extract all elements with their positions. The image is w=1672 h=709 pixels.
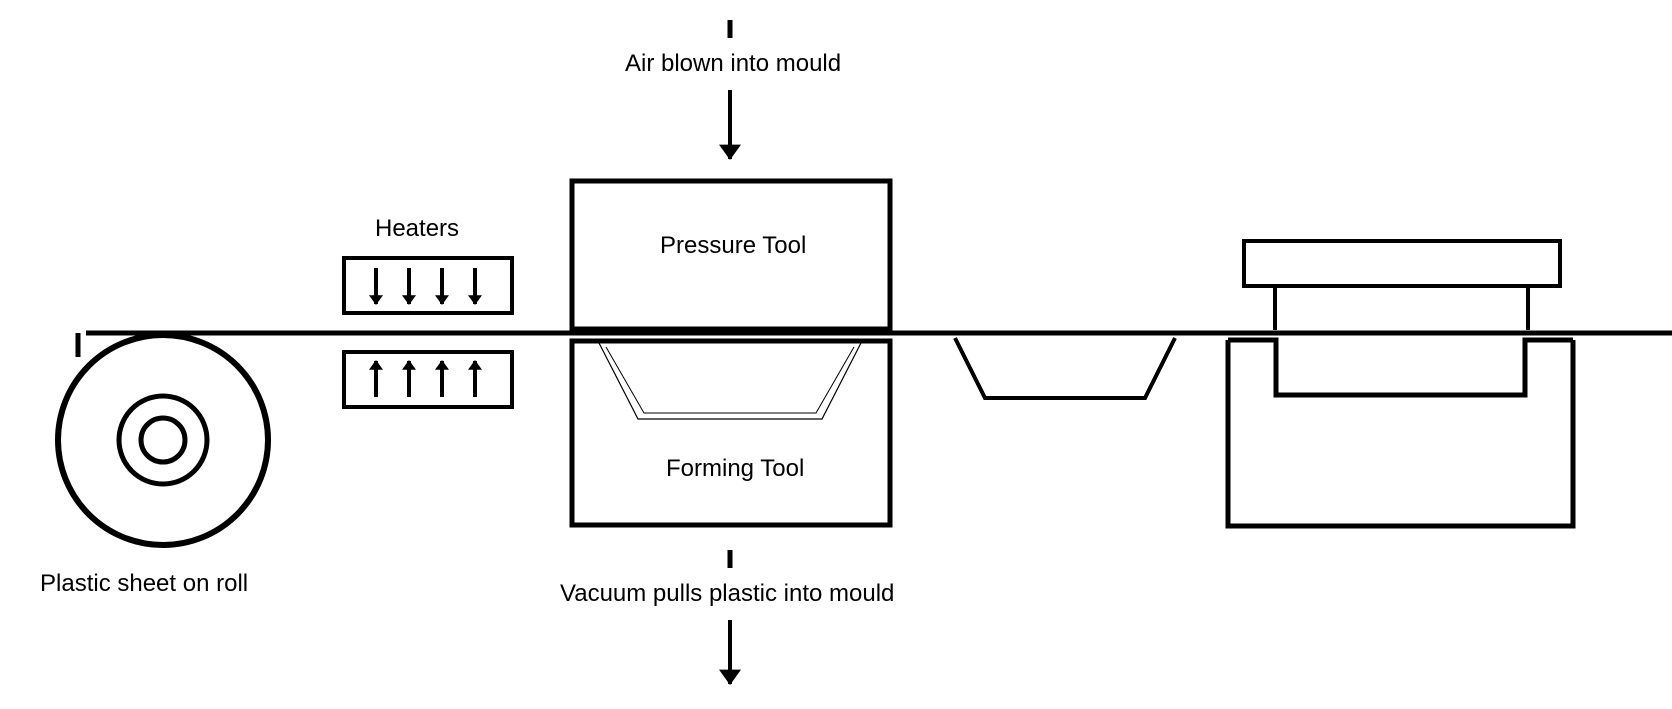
label-vacuum: Vacuum pulls plastic into mould xyxy=(560,580,894,608)
label-forming-tool: Forming Tool xyxy=(666,455,804,483)
diagram-canvas: Air blown into mould Heaters Pressure To… xyxy=(0,0,1672,709)
label-roll: Plastic sheet on roll xyxy=(40,570,248,598)
label-heaters: Heaters xyxy=(375,215,459,243)
label-pressure-tool: Pressure Tool xyxy=(660,232,806,260)
label-air: Air blown into mould xyxy=(625,50,841,78)
